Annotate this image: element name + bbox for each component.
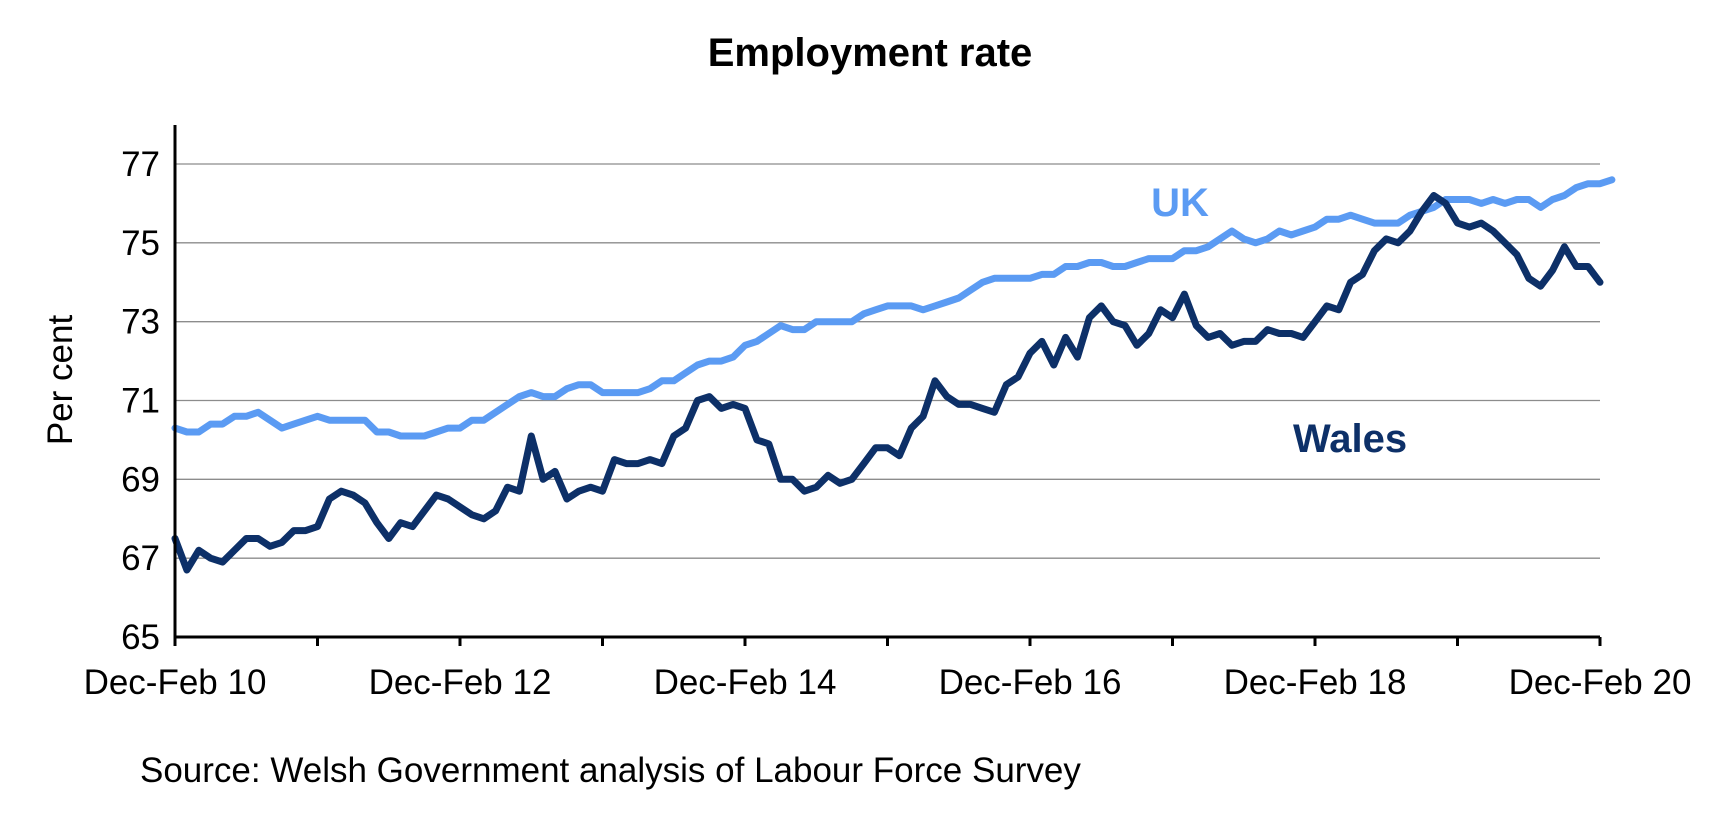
x-tick-label-0: Dec-Feb 10 <box>84 663 267 702</box>
y-tick-label-75: 75 <box>121 224 160 263</box>
y-axis-title: Per cent <box>41 315 80 446</box>
x-tick-label-2: Dec-Feb 14 <box>654 663 837 702</box>
x-tick-labels: Dec-Feb 10 Dec-Feb 12 Dec-Feb 14 Dec-Feb 16… <box>84 637 1692 702</box>
y-tick-label-65: 65 <box>121 618 160 657</box>
uk-series-label: UK <box>1151 181 1209 225</box>
x-tick-label-3: Dec-Feb 16 <box>939 663 1122 702</box>
x-tick-label-4: Dec-Feb 18 <box>1224 663 1407 702</box>
series-layer <box>171 176 1616 574</box>
uk-series-line <box>171 176 1616 440</box>
y-tick-label-73: 73 <box>121 303 160 342</box>
chart-title: Employment rate <box>708 31 1033 75</box>
y-tick-label-69: 69 <box>121 460 160 499</box>
y-tick-label-67: 67 <box>121 539 160 578</box>
x-tick-label-1: Dec-Feb 12 <box>369 663 552 702</box>
y-tick-labels: 65 67 69 71 73 75 77 <box>121 145 160 657</box>
x-tick-label-5: Dec-Feb 20 <box>1509 663 1692 702</box>
wales-series-line <box>171 192 1604 574</box>
source-note: Source: Welsh Government analysis of Lab… <box>140 751 1081 790</box>
y-tick-label-77: 77 <box>121 145 160 184</box>
wales-series-label: Wales <box>1293 417 1407 461</box>
gridlines <box>175 163 1600 559</box>
y-tick-label-71: 71 <box>121 382 160 421</box>
